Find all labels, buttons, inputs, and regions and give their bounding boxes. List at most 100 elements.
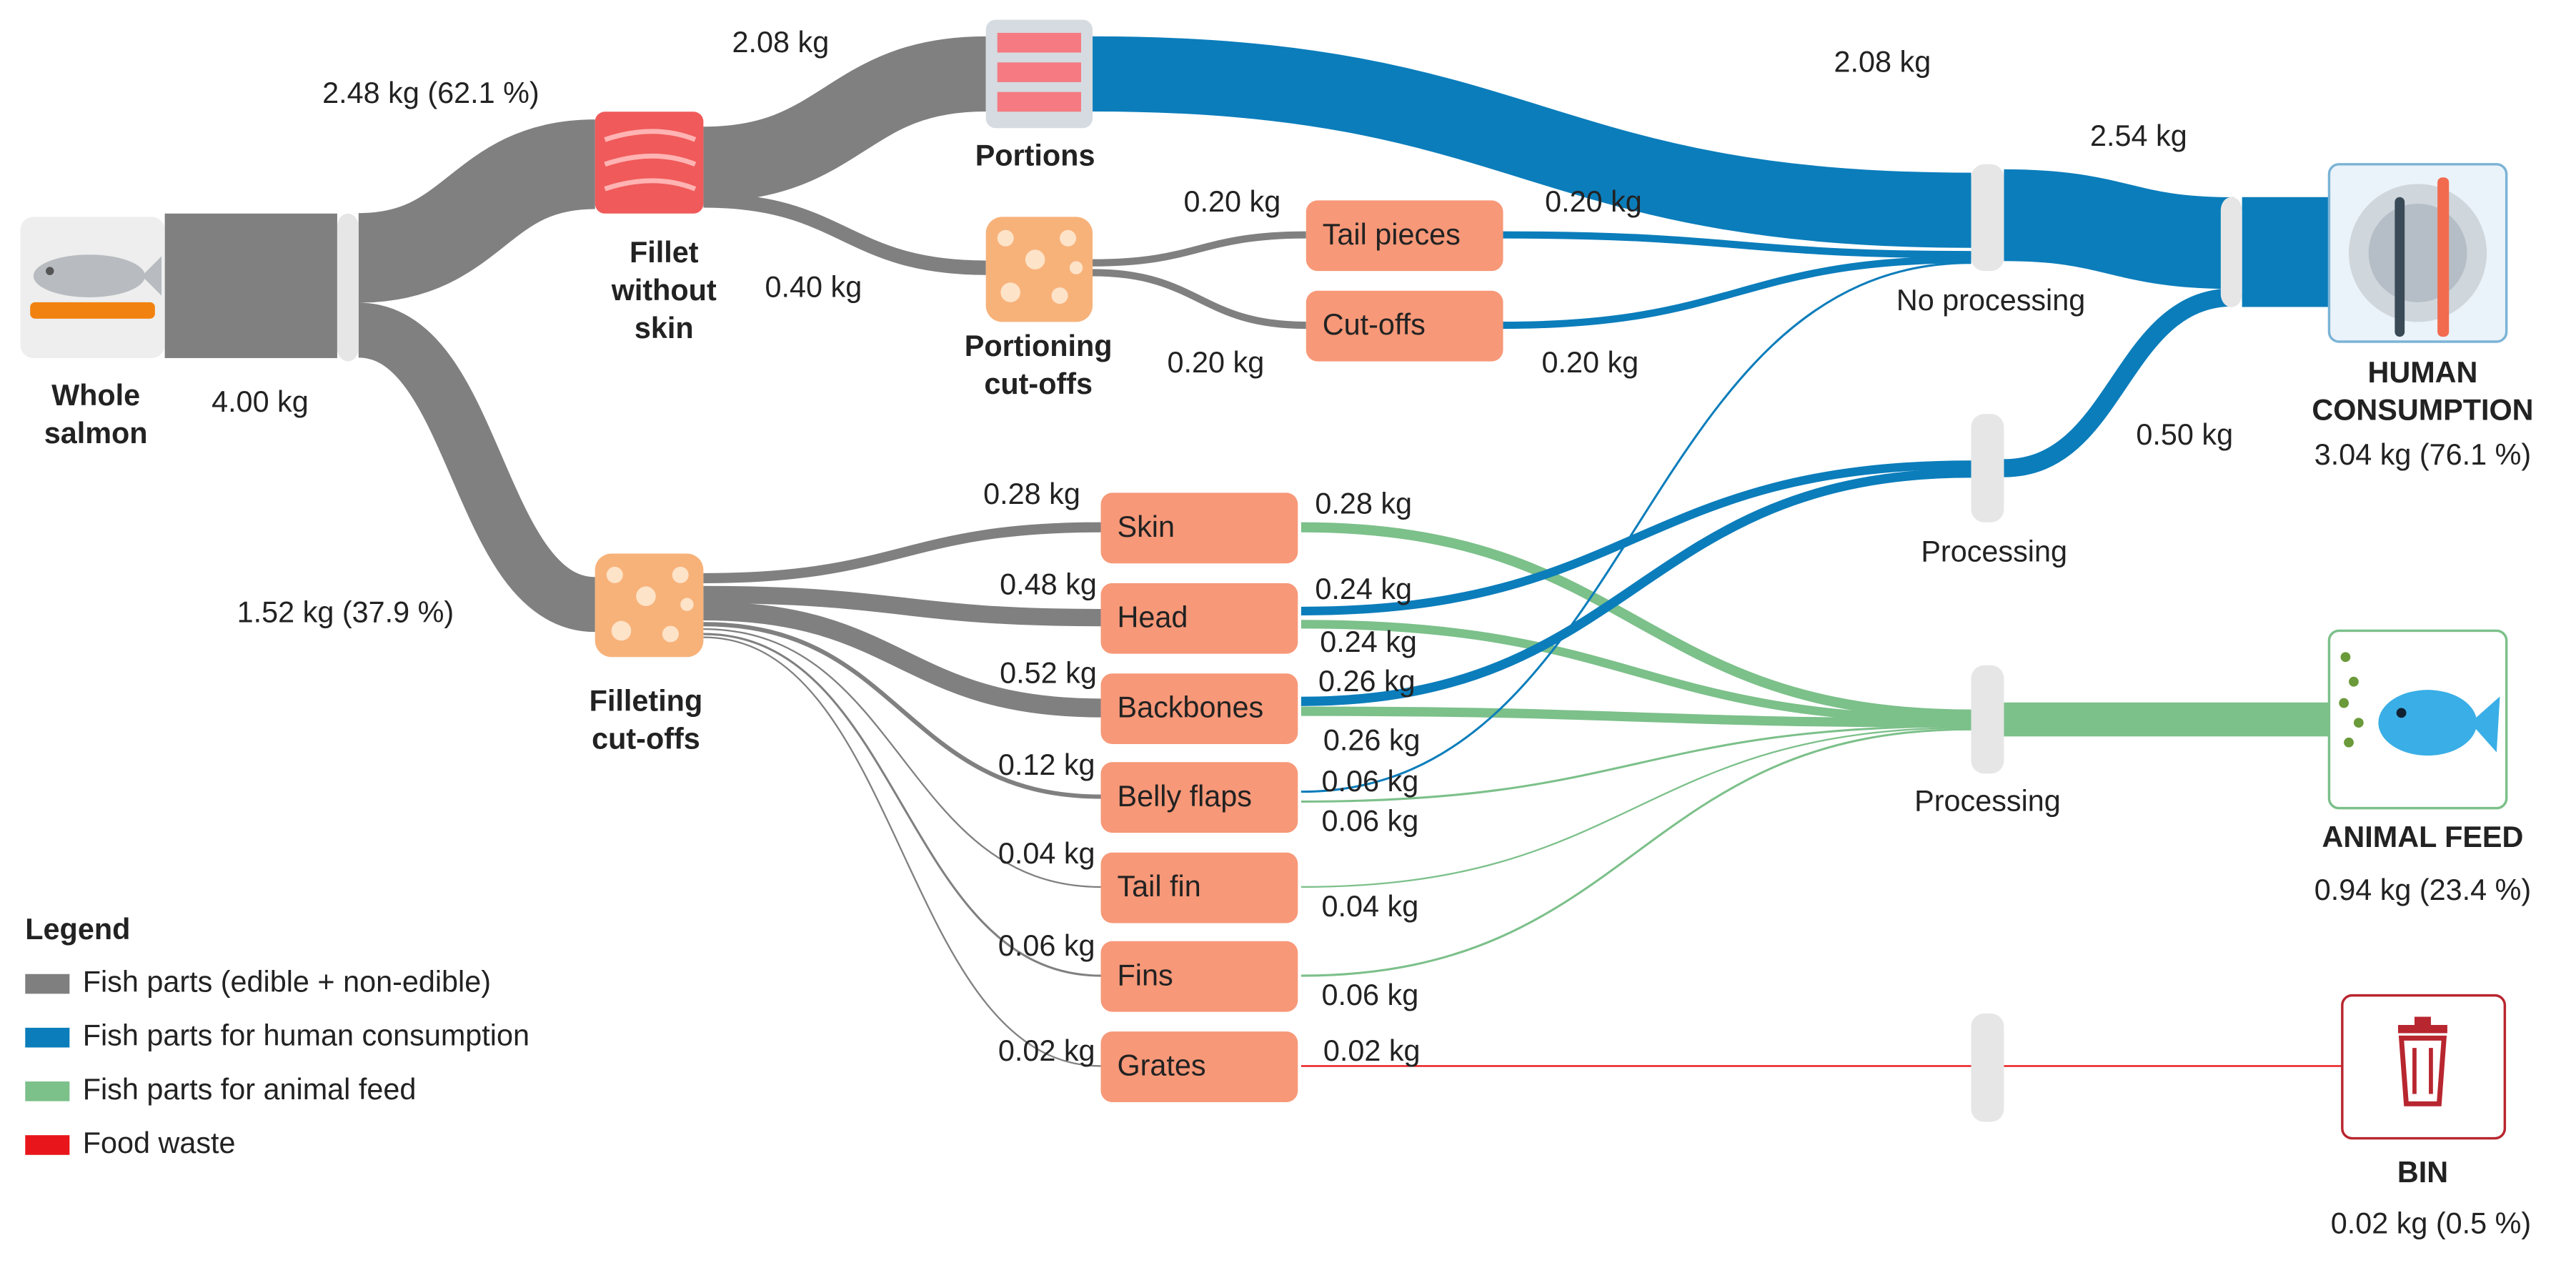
node-label: Filleting bbox=[590, 684, 703, 717]
flow bbox=[2004, 288, 2234, 477]
flow bbox=[1301, 468, 1971, 706]
node-label: skin bbox=[635, 312, 694, 345]
flow-label: 0.02 kg bbox=[1323, 1034, 1421, 1067]
part-box bbox=[1100, 492, 1298, 564]
flow bbox=[703, 601, 1101, 718]
flow bbox=[702, 36, 987, 202]
flows bbox=[164, 36, 2342, 1067]
flow-label: 0.20 kg bbox=[1184, 185, 1281, 218]
node-value: 0.94 kg (23.4 %) bbox=[2314, 873, 2531, 906]
legend-swatch bbox=[25, 974, 70, 994]
flow bbox=[703, 522, 1101, 583]
flow-label: 0.26 kg bbox=[1323, 724, 1421, 757]
part-box bbox=[1100, 852, 1298, 923]
station bbox=[2220, 197, 2242, 307]
whole-salmon-icon bbox=[20, 217, 165, 358]
flow-label: 0.06 kg bbox=[1322, 765, 1419, 798]
part-box bbox=[1306, 200, 1503, 272]
flow-label: 2.08 kg bbox=[732, 26, 830, 59]
node-label: HUMAN bbox=[2367, 356, 2477, 389]
part-label: Head bbox=[1118, 600, 1188, 633]
node-label: Portioning bbox=[965, 330, 1113, 362]
flow bbox=[1301, 262, 1971, 793]
legend-swatch bbox=[25, 1027, 70, 1048]
flow bbox=[1301, 725, 1971, 803]
portions-icon bbox=[985, 19, 1093, 129]
node-value: 4.00 kg bbox=[212, 385, 309, 418]
station-label: Processing bbox=[1914, 785, 2061, 818]
foreground: Tail pieces Cut-offs Skin Head Backbones Bell… bbox=[25, 26, 2534, 1239]
part-label: Belly flaps bbox=[1118, 780, 1253, 813]
station-label: Processing bbox=[1921, 535, 2067, 568]
flow bbox=[703, 636, 1101, 1067]
station-label: No processing bbox=[1896, 284, 2085, 317]
flow bbox=[703, 628, 1101, 888]
node-label: cut-offs bbox=[592, 722, 700, 755]
part-label: Tail pieces bbox=[1323, 218, 1461, 251]
flow-label: 0.04 kg bbox=[998, 837, 1095, 870]
flow bbox=[1093, 231, 1306, 267]
portioning-cutoffs-icon bbox=[985, 217, 1093, 322]
whole-salmon-block bbox=[164, 213, 337, 358]
flow-label: 2.08 kg bbox=[1834, 46, 1931, 79]
flow-label: 0.02 kg bbox=[998, 1034, 1095, 1067]
flow-label: 0.40 kg bbox=[765, 270, 862, 303]
node-label: salmon bbox=[44, 417, 148, 450]
flow-label: 1.52 kg (37.9 %) bbox=[237, 595, 454, 628]
station bbox=[1971, 164, 2004, 272]
flow-label: 0.20 kg bbox=[1168, 346, 1265, 379]
part-box bbox=[1100, 762, 1298, 833]
flow bbox=[1503, 231, 1971, 259]
flow bbox=[2004, 169, 2234, 289]
flow bbox=[1301, 522, 1971, 720]
flow bbox=[703, 622, 1101, 799]
part-label: Tail fin bbox=[1118, 870, 1201, 903]
flow-label: 0.06 kg bbox=[998, 929, 1095, 962]
part-box bbox=[1100, 1031, 1298, 1103]
flow-label: 0.48 kg bbox=[1000, 568, 1097, 600]
part-label: Fins bbox=[1118, 959, 1173, 991]
legend-swatch bbox=[25, 1081, 70, 1101]
bin-icon bbox=[2341, 994, 2507, 1140]
flow-label: 0.06 kg bbox=[1322, 804, 1419, 837]
part-box bbox=[1100, 941, 1298, 1012]
flow bbox=[1503, 256, 1971, 330]
flow-label: 2.48 kg (62.1 %) bbox=[322, 76, 539, 109]
flow bbox=[1301, 706, 1971, 728]
node-label: Portions bbox=[975, 139, 1095, 172]
flow-label: 0.50 kg bbox=[2136, 418, 2233, 451]
flow-label: 0.12 kg bbox=[998, 748, 1095, 781]
station bbox=[1971, 665, 2004, 774]
node-label: Fillet bbox=[630, 236, 699, 269]
node-label: CONSUMPTION bbox=[2312, 394, 2533, 427]
human-bar bbox=[2242, 197, 2333, 307]
feed-bar bbox=[2004, 702, 2329, 737]
legend-label: Fish parts (edible + non-edible) bbox=[83, 965, 491, 998]
flow bbox=[1093, 36, 1971, 248]
node-label: cut-offs bbox=[984, 367, 1093, 400]
node-label: ANIMAL FEED bbox=[2322, 821, 2524, 853]
flow-label: 0.26 kg bbox=[1318, 665, 1416, 698]
flow bbox=[703, 585, 1101, 627]
flow-label: 0.52 kg bbox=[1000, 656, 1097, 689]
legend-label: Food waste bbox=[83, 1126, 236, 1159]
animal-feed-icon bbox=[2327, 629, 2508, 810]
part-label: Cut-offs bbox=[1323, 308, 1426, 341]
flow-label: 0.28 kg bbox=[983, 477, 1080, 510]
flow-label: 0.24 kg bbox=[1315, 573, 1412, 605]
flow-label: 2.54 kg bbox=[2090, 119, 2187, 152]
flow bbox=[356, 302, 597, 633]
flow-label: 0.24 kg bbox=[1320, 625, 1417, 658]
flow bbox=[703, 193, 986, 275]
flow-label: 0.20 kg bbox=[1545, 185, 1642, 218]
node-label: Whole bbox=[51, 379, 140, 412]
flow bbox=[703, 633, 1101, 977]
station bbox=[337, 213, 359, 362]
legend-label: Fish parts for animal feed bbox=[83, 1073, 417, 1106]
legend-label: Fish parts for human consumption bbox=[83, 1019, 529, 1052]
flow bbox=[357, 119, 597, 303]
station bbox=[1971, 414, 2004, 522]
part-box bbox=[1100, 673, 1298, 745]
